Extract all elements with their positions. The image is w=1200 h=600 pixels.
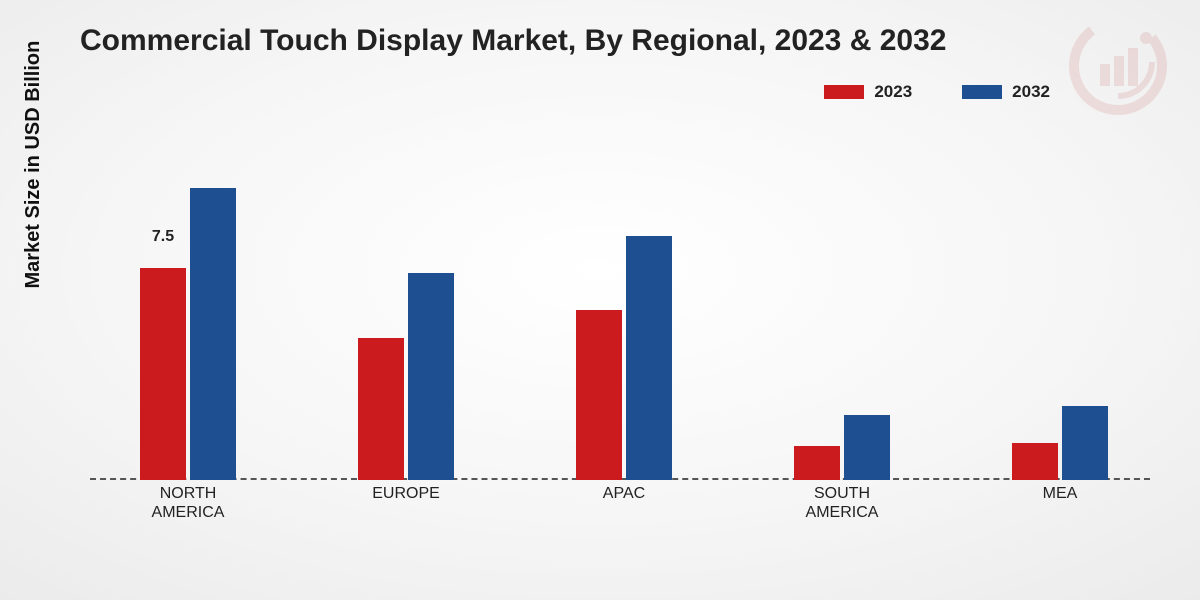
x-category-label: EUROPE bbox=[372, 484, 440, 503]
bar-value-label: 7.5 bbox=[152, 228, 174, 246]
legend-item: 2023 bbox=[824, 82, 912, 102]
bar bbox=[794, 446, 840, 480]
chart-title: Commercial Touch Display Market, By Regi… bbox=[80, 24, 946, 58]
x-category-label: SOUTH AMERICA bbox=[806, 484, 879, 522]
bar bbox=[626, 236, 672, 480]
bar bbox=[1062, 406, 1108, 480]
legend-swatch bbox=[962, 85, 1002, 99]
plot-area: 7.5 bbox=[90, 140, 1150, 480]
bar bbox=[358, 338, 404, 480]
watermark-logo-icon bbox=[1068, 16, 1168, 116]
legend-label: 2032 bbox=[1012, 82, 1050, 102]
legend-swatch bbox=[824, 85, 864, 99]
bar bbox=[844, 415, 890, 480]
bar bbox=[408, 273, 454, 480]
bar bbox=[140, 268, 186, 481]
legend-label: 2023 bbox=[874, 82, 912, 102]
y-axis-label: Market Size in USD Billion bbox=[22, 41, 45, 289]
bar bbox=[1012, 443, 1058, 480]
legend: 2023 2032 bbox=[824, 82, 1050, 102]
chart-stage: Commercial Touch Display Market, By Regi… bbox=[0, 0, 1200, 600]
x-category-label: NORTH AMERICA bbox=[152, 484, 225, 522]
bar bbox=[576, 310, 622, 480]
x-category-label: MEA bbox=[1043, 484, 1078, 503]
legend-item: 2032 bbox=[962, 82, 1050, 102]
bar bbox=[190, 188, 236, 480]
x-category-label: APAC bbox=[603, 484, 645, 503]
